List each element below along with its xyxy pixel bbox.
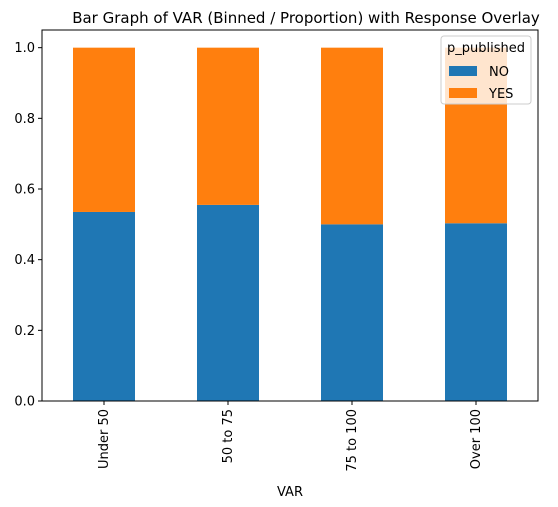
x-axis: Under 50 50 to 75 75 to 100 Over 100 — [97, 401, 484, 472]
bar-no-2 — [321, 224, 383, 401]
bar-no-3 — [445, 223, 507, 401]
bar-yes-1 — [197, 47, 259, 205]
y-tick-label: 1.0 — [14, 41, 35, 56]
legend-box — [440, 35, 532, 105]
y-tick-label: 0.6 — [14, 183, 35, 198]
legend-swatch-yes — [449, 88, 477, 98]
bar-no-1 — [197, 204, 259, 401]
bar-yes-2 — [321, 47, 383, 225]
x-axis-label: VAR — [277, 485, 303, 500]
y-axis: 0.0 0.2 0.4 0.6 0.8 1.0 — [14, 41, 42, 410]
y-tick-label: 0.0 — [14, 395, 35, 410]
legend-title: p_published — [447, 41, 525, 56]
x-tick-label: 75 to 100 — [345, 409, 360, 472]
y-tick-label: 0.2 — [14, 324, 35, 339]
x-tick-label: 50 to 75 — [221, 409, 236, 463]
chart-title: Bar Graph of VAR (Binned / Proportion) w… — [72, 9, 540, 27]
bar-no-0 — [73, 211, 135, 401]
legend: p_published NO YES — [440, 35, 532, 105]
legend-swatch-no — [449, 66, 477, 76]
y-tick-label: 0.8 — [14, 112, 35, 127]
bars-layer — [73, 47, 507, 401]
x-tick-label: Under 50 — [97, 409, 112, 469]
plot-frame — [41, 29, 539, 402]
bar-yes-0 — [73, 47, 135, 212]
y-tick-label: 0.4 — [14, 253, 35, 268]
x-tick-label: Over 100 — [469, 409, 484, 469]
legend-label-no: NO — [489, 65, 509, 80]
legend-label-yes: YES — [488, 87, 513, 102]
legend-entries: NO YES — [449, 65, 513, 102]
